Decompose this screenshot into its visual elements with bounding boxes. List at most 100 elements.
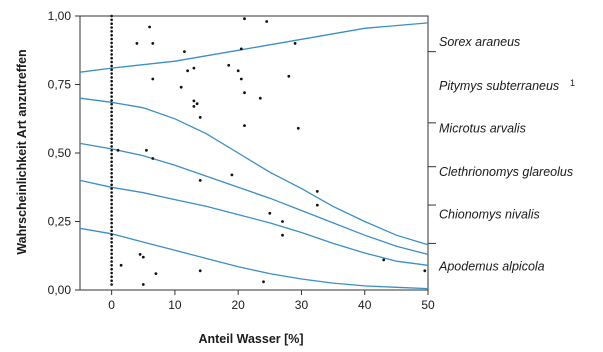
data-point xyxy=(151,157,155,160)
data-point xyxy=(110,271,113,275)
data-point xyxy=(110,26,113,29)
data-point xyxy=(151,42,155,45)
data-point xyxy=(110,18,113,22)
data-point xyxy=(243,17,246,21)
data-point xyxy=(110,198,113,202)
data-point xyxy=(110,279,113,283)
data-point xyxy=(110,229,113,233)
x-tick-label: 10 xyxy=(168,298,182,312)
data-point xyxy=(110,122,113,125)
data-point xyxy=(116,148,120,152)
data-point xyxy=(110,137,113,141)
data-point xyxy=(110,53,113,56)
species-label: Clethrionomys glareolus xyxy=(439,165,573,179)
data-point xyxy=(110,156,113,160)
data-point xyxy=(110,214,113,217)
boundary-curves xyxy=(79,22,429,290)
data-point xyxy=(110,22,113,26)
data-point xyxy=(195,102,199,106)
data-point xyxy=(110,152,113,156)
boundary-line xyxy=(79,97,429,246)
data-point xyxy=(110,183,113,187)
data-point xyxy=(110,41,113,45)
data-point xyxy=(293,42,297,45)
data-point xyxy=(110,233,113,236)
data-point xyxy=(110,179,113,183)
data-point xyxy=(110,60,113,64)
data-point xyxy=(186,69,190,73)
x-tick-label: 0 xyxy=(108,298,115,312)
data-point xyxy=(110,64,113,68)
data-point xyxy=(110,106,113,110)
data-point xyxy=(110,83,113,87)
data-point xyxy=(148,25,152,29)
y-tick-label: 0,25 xyxy=(48,215,72,229)
data-point xyxy=(110,237,113,240)
boundary-line xyxy=(79,142,429,256)
data-point xyxy=(110,267,113,271)
data-point xyxy=(183,50,186,53)
x-tick-label: 30 xyxy=(295,298,309,312)
x-tick-label: 40 xyxy=(358,298,372,312)
data-point xyxy=(268,211,272,215)
data-point xyxy=(287,74,291,78)
data-point xyxy=(179,85,183,89)
data-point xyxy=(258,96,262,100)
data-point xyxy=(110,118,113,121)
data-point xyxy=(315,190,319,193)
data-point xyxy=(281,233,284,237)
data-point xyxy=(192,99,196,103)
data-point xyxy=(423,269,427,273)
data-point xyxy=(110,206,113,210)
data-point xyxy=(110,248,113,252)
x-tick-label: 20 xyxy=(232,298,246,312)
data-point xyxy=(110,76,113,79)
data-point xyxy=(262,280,265,284)
data-point xyxy=(192,105,196,108)
data-point xyxy=(110,210,113,213)
data-point xyxy=(110,72,113,75)
x-tick-label: 50 xyxy=(421,298,435,312)
x-axis-title: Anteil Wasser [%] xyxy=(198,332,303,346)
data-point xyxy=(141,255,145,259)
data-point xyxy=(135,42,139,45)
data-point xyxy=(110,129,113,133)
data-point xyxy=(110,195,113,198)
data-point xyxy=(110,225,113,229)
data-point xyxy=(110,87,113,91)
data-point xyxy=(110,283,113,286)
data-point xyxy=(110,49,113,52)
y-axis-title: Wahrscheinlichkeit Art anzutreffen xyxy=(15,49,29,254)
data-point xyxy=(110,241,113,244)
data-point xyxy=(110,275,113,279)
data-point xyxy=(198,116,202,119)
data-point xyxy=(110,145,113,148)
data-point xyxy=(192,66,196,70)
data-point xyxy=(243,124,246,127)
data-point xyxy=(110,45,113,48)
data-point xyxy=(110,141,113,144)
data-point xyxy=(239,77,243,81)
y-tick-label: 0,00 xyxy=(48,283,72,297)
data-point xyxy=(198,179,202,182)
data-point xyxy=(110,252,113,256)
data-point xyxy=(110,256,113,260)
data-point xyxy=(119,263,123,267)
species-label: Pitymys subterraneus xyxy=(439,79,559,93)
data-point xyxy=(110,191,113,194)
data-point xyxy=(239,47,243,51)
data-point xyxy=(110,14,113,18)
data-point xyxy=(110,99,113,102)
data-point xyxy=(230,173,234,177)
species-label: Microtus arvalis xyxy=(439,121,526,135)
data-point xyxy=(110,264,113,267)
data-point xyxy=(281,220,284,223)
data-point xyxy=(110,168,113,171)
data-point xyxy=(198,269,202,273)
data-point xyxy=(110,56,113,60)
species-footnote-marker: 1 xyxy=(570,78,575,88)
data-point xyxy=(110,33,113,37)
data-point xyxy=(243,91,246,95)
data-point xyxy=(110,114,113,117)
boundary-line xyxy=(79,179,429,266)
